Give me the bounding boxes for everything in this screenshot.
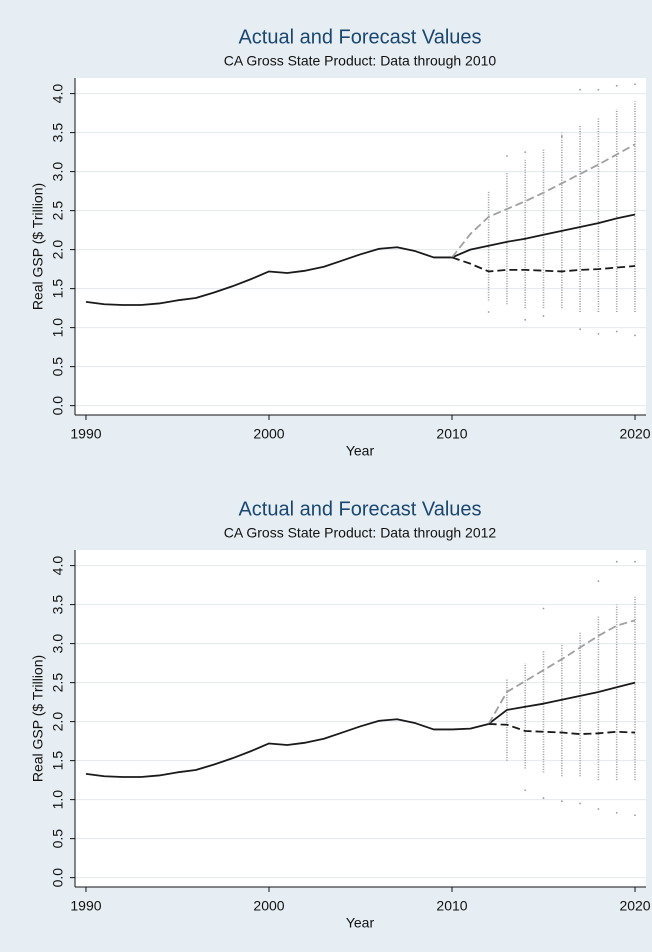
y-tick-label: 0.5 [50,357,66,377]
x-tick-label: 2020 [619,426,650,442]
simulation-point [634,814,636,817]
series-line [451,143,636,258]
simulation-point [597,332,600,335]
y-axis-label: Real GSP ($ Trillion) [30,183,46,310]
x-tick-label: 2000 [253,898,284,914]
y-tick-label: 4.0 [50,84,66,104]
y-tick-label: 4.0 [50,556,66,576]
y-tick-label: 0.0 [50,396,66,416]
y-tick-label: 0.5 [50,829,66,849]
x-axis-label: Year [346,915,375,931]
y-tick-label: 1.0 [50,790,66,810]
y-tick-label: 1.0 [50,318,66,338]
y-tick-label: 3.5 [50,595,66,615]
simulation-point [615,811,618,814]
simulation-point [524,789,527,792]
plot-area [75,78,646,415]
simulation-point [560,800,563,803]
simulation-point [524,318,527,321]
chart-subtitle: CA Gross State Product: Data through 201… [224,53,497,69]
simulation-point [560,135,563,138]
series-line [85,718,489,778]
simulation-point [506,155,508,157]
chart-title: Actual and Forecast Values [238,26,481,48]
x-axis-label: Year [346,443,375,459]
y-tick-label: 2.0 [50,712,66,732]
x-tick-label: 1990 [70,898,101,914]
chart-title: Actual and Forecast Values [238,498,481,520]
x-tick-label: 2010 [436,426,467,442]
x-tick-label: 2020 [619,898,650,914]
plot-area [75,550,646,887]
simulation-point [542,607,545,610]
series-line [487,619,636,725]
y-tick-label: 2.5 [50,201,66,221]
y-tick-label: 3.0 [50,162,66,182]
simulation-point [579,328,582,331]
simulation-point [597,580,600,583]
simulation-point [579,802,582,805]
x-tick-label: 2000 [253,426,284,442]
y-tick-label: 2.5 [50,673,66,693]
simulation-point [634,560,636,563]
simulation-point [634,334,636,337]
chart-panel: Actual and Forecast Values CA Gross State… [30,26,651,458]
simulation-point [597,808,600,810]
y-tick-label: 0.0 [50,868,66,888]
simulation-point [542,797,545,799]
x-tick-label: 2010 [436,898,467,914]
simulation-point [634,83,636,86]
series-line [451,213,636,259]
series-line [488,723,636,735]
chart-subtitle: CA Gross State Product: Data through 201… [224,525,497,541]
simulation-point [542,315,545,317]
simulation-point [615,330,618,333]
x-tick-label: 1990 [70,426,101,442]
y-tick-label: 3.5 [50,123,66,143]
simulation-point [487,311,490,313]
y-tick-label: 1.5 [50,279,66,299]
series-line [488,681,636,725]
simulation-point [597,88,600,91]
y-tick-label: 1.5 [50,751,66,771]
chart-panel: Actual and Forecast Values CA Gross State… [30,498,651,930]
y-tick-label: 2.0 [50,240,66,260]
simulation-point [524,151,527,154]
simulation-point [579,88,582,91]
y-tick-label: 3.0 [50,634,66,654]
simulation-point [615,84,618,87]
series-line [85,246,453,306]
simulation-point [615,560,618,563]
y-axis-label: Real GSP ($ Trillion) [30,655,46,782]
